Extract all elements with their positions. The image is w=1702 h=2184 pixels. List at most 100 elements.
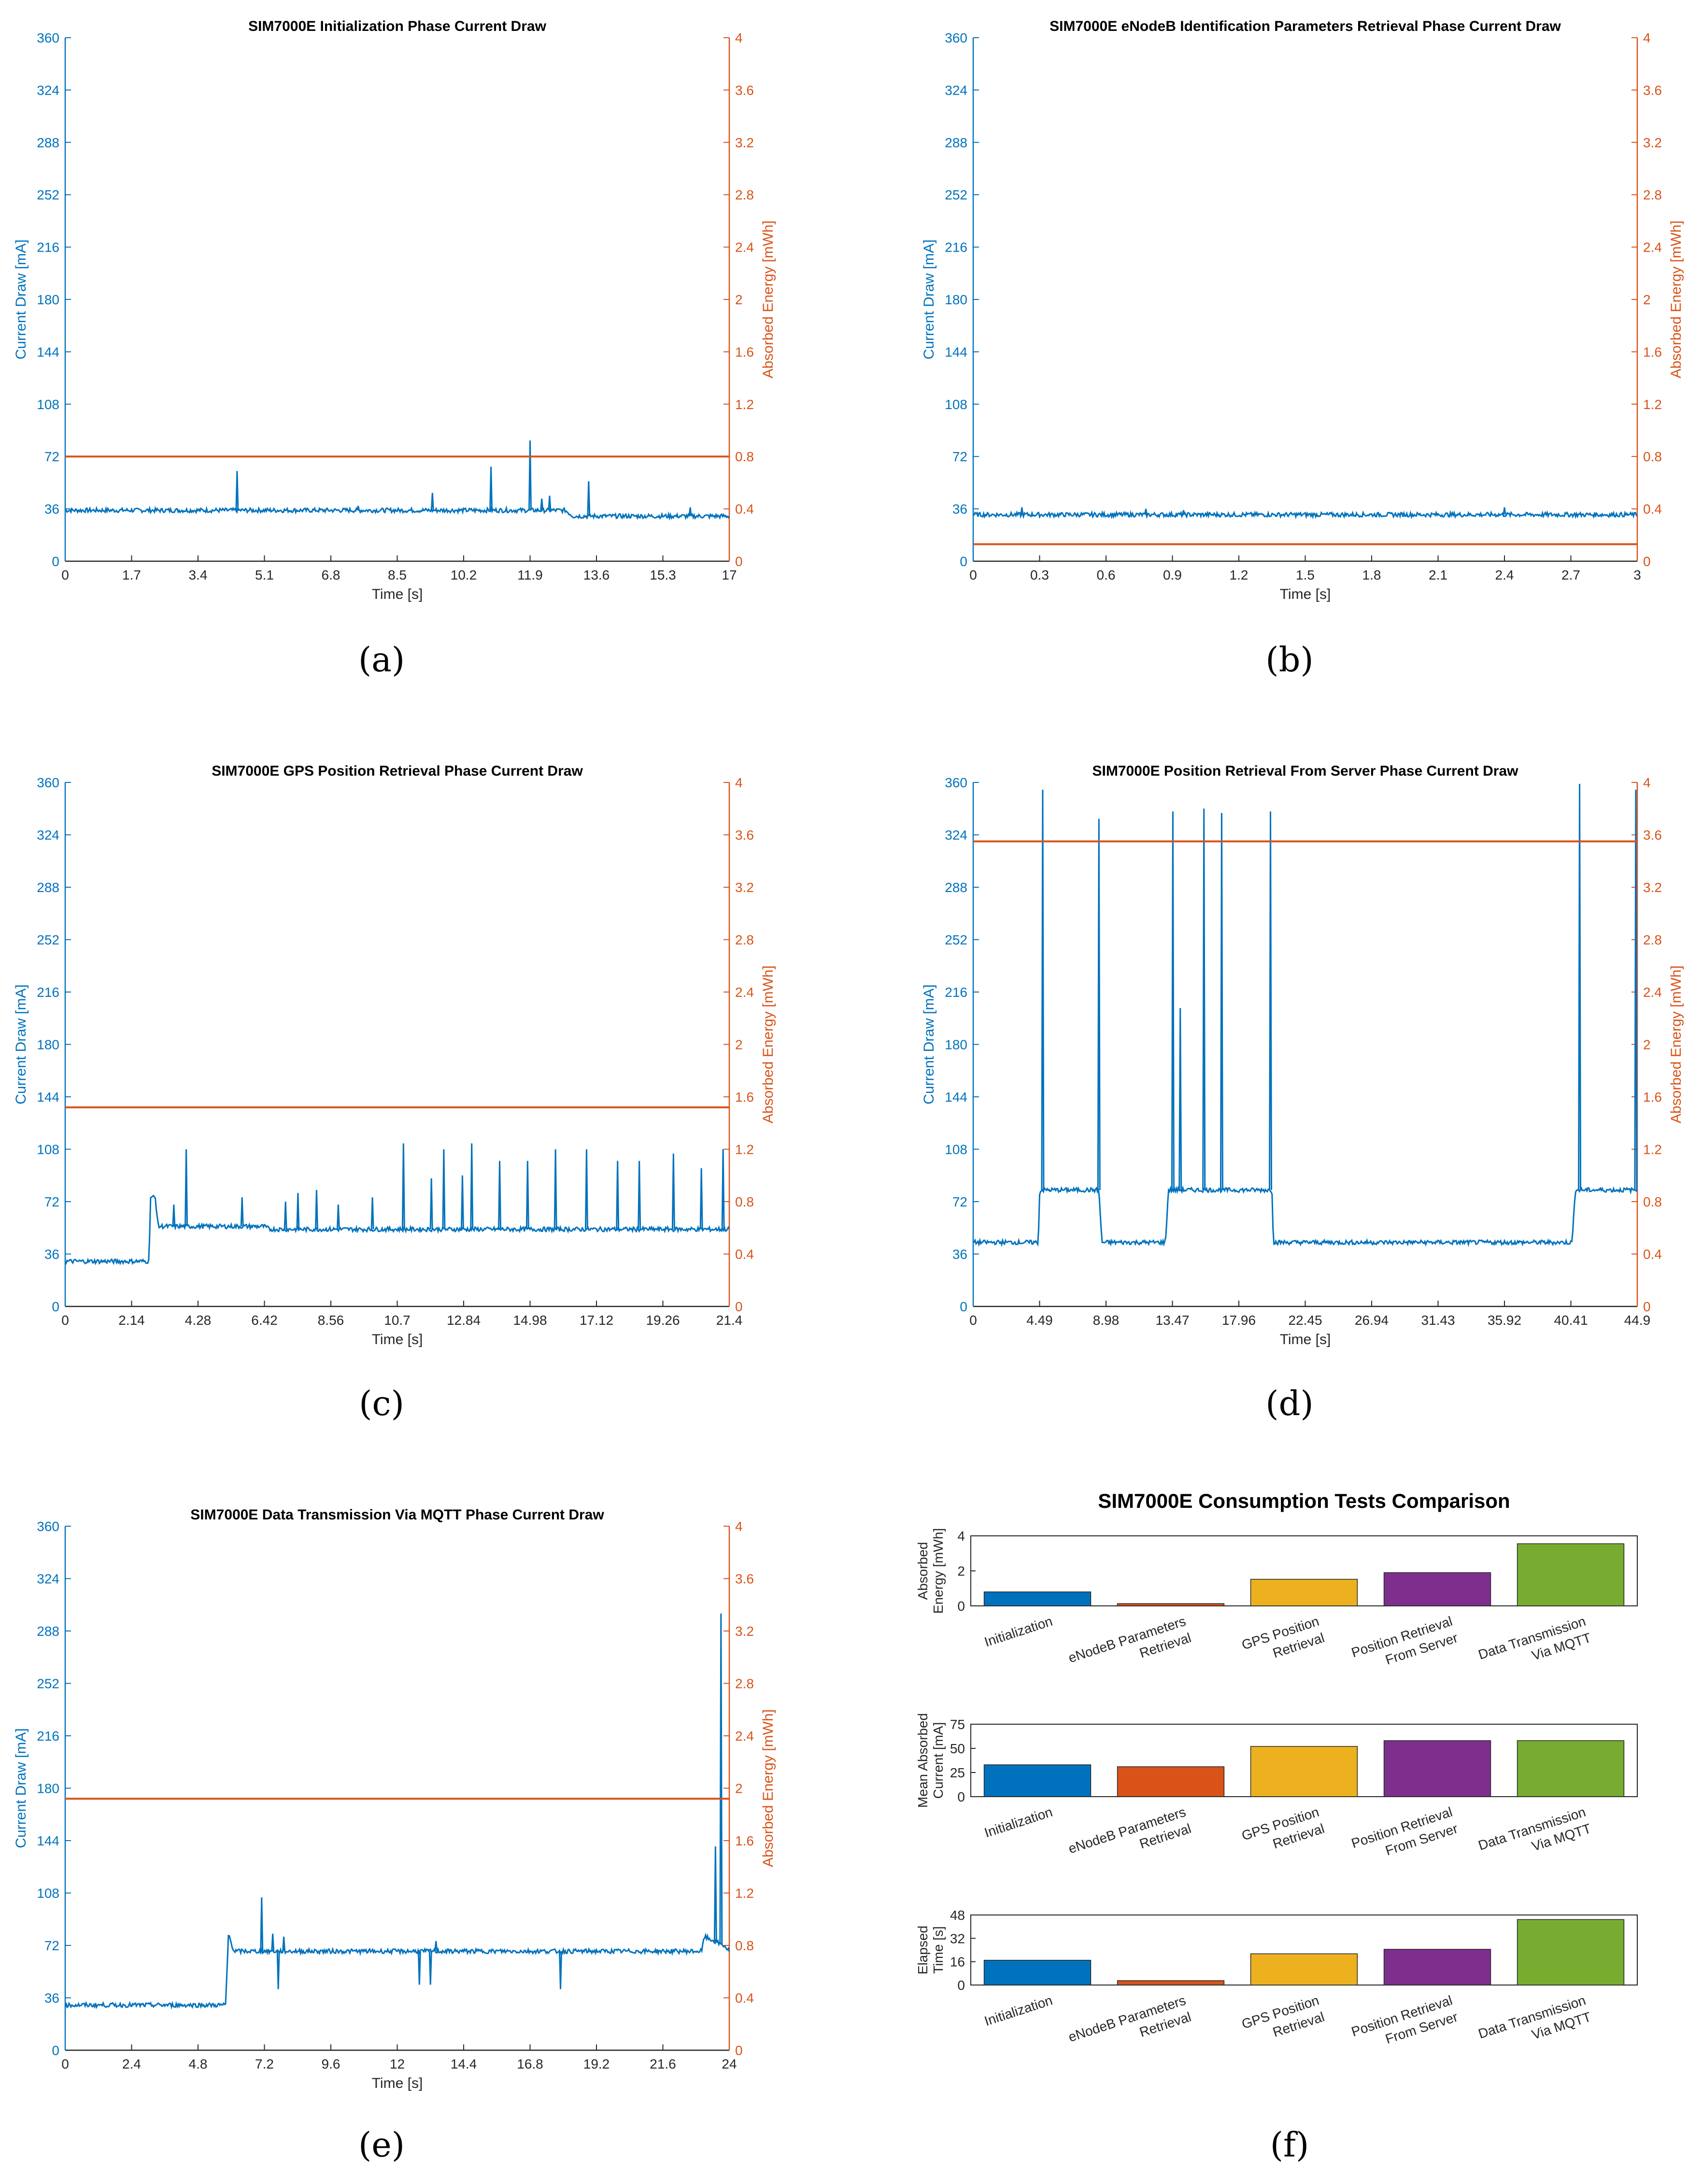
x-axis-label: Time [s] [372, 586, 423, 602]
y-right-tick-label: 4 [735, 1519, 743, 1534]
y-left-tick-label: 360 [37, 1519, 59, 1534]
bar-subplot-0: 0 2 4 Absorbed Energy [mWh] Initialization eNo… [915, 1528, 1638, 1668]
y-tick-label: 25 [950, 1765, 965, 1780]
x-tick-label: 10.7 [384, 1313, 411, 1328]
current-spike [1202, 808, 1206, 1190]
y-right-tick-label: 4 [1643, 775, 1651, 790]
x-tick-label: 1.2 [1230, 567, 1248, 582]
y-left-tick-label: 216 [37, 240, 59, 255]
current-spike [671, 1153, 675, 1230]
chart-title: SIM7000E Initialization Phase Current Dr… [248, 18, 547, 34]
y-right-tick-label: 2.4 [735, 240, 754, 255]
y-axis-label: Current [mA] [931, 1722, 946, 1799]
x-axis-label: Time [s] [372, 1332, 423, 1347]
bar-3 [1383, 1949, 1491, 1985]
y-left-tick-label: 180 [37, 292, 59, 307]
bar-4 [1517, 1740, 1625, 1797]
y-right-tick-label: 3.2 [1643, 880, 1662, 895]
y-left-tick-label: 108 [37, 1886, 59, 1901]
y-right-tick-label: 3.2 [735, 1624, 754, 1639]
panel-label-a: (a) [358, 640, 405, 680]
y-right-tick-label: 2.8 [1643, 187, 1662, 202]
y-right-axis-label: Absorbed Energy [mWh] [1668, 965, 1684, 1123]
x-tick-label: 1.5 [1296, 567, 1315, 582]
x-tick-label: 40.41 [1554, 1313, 1588, 1328]
current-spike [184, 1149, 188, 1227]
category-label-line: Initialization [982, 1993, 1054, 2029]
y-right-tick-label: 1.2 [1643, 1142, 1662, 1157]
panel-label-e: (e) [358, 2125, 405, 2165]
current-spike [548, 496, 552, 511]
x-tick-label: 2.7 [1561, 567, 1580, 582]
bar-3 [1383, 1740, 1491, 1797]
y-left-tick-label: 144 [37, 344, 59, 359]
current-spike [356, 506, 360, 511]
x-tick-label: 4.8 [189, 2056, 208, 2071]
line-chart-1: SIM7000E eNodeB Identification Parameter… [921, 18, 1684, 602]
x-tick-label: 0.3 [1030, 567, 1049, 582]
y-left-tick-label: 36 [44, 502, 59, 517]
panel-label-b: (b) [1265, 640, 1314, 680]
y-right-tick-label: 4 [735, 775, 743, 790]
current-spike [434, 1941, 438, 1952]
y-right-tick-label: 2.8 [1643, 933, 1662, 948]
current-spike [428, 1951, 432, 1985]
y-left-tick-label: 360 [945, 30, 967, 45]
y-axis-label: Energy [mWh] [931, 1528, 946, 1614]
y-left-axis-label: Current Draw [mA] [13, 240, 29, 359]
y-tick-label: 4 [957, 1529, 965, 1544]
y-left-tick-label: 36 [44, 1247, 59, 1262]
chart-title: SIM7000E Data Transmission Via MQTT Phas… [190, 1507, 604, 1523]
x-tick-label: 3 [1633, 567, 1641, 582]
y-right-axis-label: Absorbed Energy [mWh] [760, 221, 776, 379]
current-spike [401, 1143, 405, 1230]
y-right-tick-label: 0.4 [1643, 1247, 1662, 1262]
y-right-tick-label: 0 [1643, 1299, 1651, 1314]
y-right-tick-label: 0 [735, 1299, 743, 1314]
bar-subplot-1: 0 25 50 75 Mean Absorbed Current [mA] Initiali… [915, 1713, 1638, 1858]
y-right-tick-label: 0.8 [1643, 1194, 1662, 1209]
x-tick-label: 2.1 [1429, 567, 1447, 582]
x-tick-label: 14.98 [513, 1313, 547, 1328]
y-right-tick-label: 2.8 [735, 933, 754, 948]
x-tick-label: 8.98 [1093, 1313, 1120, 1328]
current-spike [336, 1204, 340, 1230]
current-spike [284, 1201, 287, 1230]
x-axis-label: Time [s] [1280, 1332, 1331, 1347]
x-tick-label: 8.5 [388, 567, 407, 582]
y-left-tick-label: 36 [952, 502, 967, 517]
plot-area [973, 38, 1637, 561]
y-right-tick-label: 0.4 [1643, 502, 1662, 517]
bar-3 [1383, 1572, 1491, 1606]
x-tick-label: 4.28 [185, 1313, 212, 1328]
current-trace [973, 1185, 1638, 1248]
y-left-tick-label: 108 [37, 397, 59, 412]
y-left-tick-label: 324 [37, 83, 59, 98]
current-spike [1020, 507, 1024, 515]
x-tick-label: 15.3 [650, 567, 676, 582]
x-tick-label: 31.43 [1421, 1313, 1455, 1328]
x-tick-label: 2.14 [118, 1313, 145, 1328]
y-left-tick-label: 360 [37, 775, 59, 790]
x-tick-label: 22.45 [1288, 1313, 1322, 1328]
x-tick-label: 5.1 [255, 567, 274, 582]
x-tick-label: 6.8 [322, 567, 340, 582]
bar-4 [1517, 1919, 1625, 1985]
y-left-tick-label: 324 [945, 828, 967, 843]
current-spike [1097, 819, 1101, 1190]
y-left-tick-label: 288 [945, 135, 967, 150]
bar-0 [983, 1591, 1092, 1606]
y-right-tick-label: 0.8 [735, 449, 754, 464]
current-trace [64, 1932, 730, 2010]
current-spike [172, 1204, 176, 1227]
y-right-tick-label: 4 [1643, 30, 1651, 45]
current-spike [584, 1149, 588, 1230]
y-left-axis-label: Current Draw [mA] [13, 984, 29, 1104]
y-axis-label: Mean Absorbed [915, 1713, 930, 1808]
y-left-tick-label: 324 [37, 1572, 59, 1587]
bar-1 [1117, 1766, 1225, 1797]
category-label-line: Initialization [982, 1614, 1054, 1650]
